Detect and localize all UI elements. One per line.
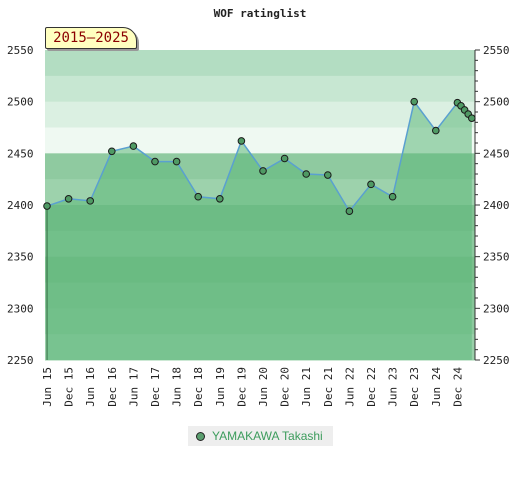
y-tick-label-left: 2400: [7, 199, 34, 212]
x-tick-label: Dec 16: [106, 367, 119, 407]
data-point: [216, 195, 224, 203]
y-tick-label-left: 2250: [7, 354, 34, 367]
x-tick-label: Dec 24: [451, 367, 464, 407]
y-tick-label-left: 2550: [7, 44, 34, 57]
data-point: [324, 171, 332, 179]
x-tick-label: Dec 21: [322, 367, 335, 407]
x-tick-label: Jun 15: [41, 367, 54, 407]
data-point: [302, 170, 311, 178]
background-band: [45, 75, 475, 103]
data-point: [280, 154, 289, 163]
x-tick-label: Dec 18: [192, 367, 205, 407]
axes: 2250 2250 2300 2300 2350 2350 2400 2400 2450 2450…: [7, 44, 510, 407]
background-band: [45, 101, 475, 128]
y-tick-label-right: 2500: [483, 96, 510, 109]
series-points: [43, 97, 476, 215]
data-point: [194, 192, 202, 201]
x-tick-label: Jun 19: [214, 367, 227, 407]
y-tick-label-right: 2250: [483, 354, 510, 367]
data-point: [468, 114, 476, 122]
y-tick-label-left: 2450: [7, 147, 34, 160]
y-tick-label-left: 2300: [7, 302, 34, 315]
y-tick-label-right: 2300: [483, 302, 510, 315]
y-tick-label-right: 2550: [483, 44, 510, 57]
x-tick-label: Jun 24: [430, 367, 443, 407]
y-tick-label-left: 2350: [7, 251, 34, 264]
chart-title: WOF ratinglist: [214, 7, 307, 20]
x-tick-label: Jun 22: [343, 367, 356, 407]
series-fill: [47, 101, 472, 361]
data-point: [172, 157, 181, 166]
data-point: [237, 137, 246, 145]
legend-marker: [196, 432, 205, 441]
data-point: [64, 195, 73, 203]
x-tick-label: Jun 17: [127, 367, 140, 407]
x-tick-label: Jun 16: [84, 367, 97, 407]
legend: YAMAKAWA Takashi: [188, 426, 333, 446]
period-badge: 2015–2025: [45, 27, 137, 49]
background-band: [45, 50, 475, 77]
x-tick-label: Jun 23: [387, 367, 400, 407]
legend-label: YAMAKAWA Takashi: [212, 429, 323, 443]
data-point: [108, 147, 116, 156]
data-point: [367, 180, 375, 189]
x-tick-label: Dec 20: [279, 367, 292, 407]
y-tick-label-right: 2450: [483, 147, 510, 160]
y-tick-label-right: 2350: [483, 251, 510, 264]
y-tick-label-left: 2500: [7, 96, 34, 109]
x-tick-label: Dec 15: [63, 367, 76, 407]
data-point: [410, 97, 419, 106]
y-tick-label-right: 2400: [483, 199, 510, 212]
data-point: [259, 167, 267, 175]
data-point: [43, 202, 51, 210]
x-tick-label: Jun 20: [257, 367, 270, 407]
x-tick-label: Dec 22: [365, 367, 378, 407]
x-tick-label: Dec 17: [149, 367, 162, 407]
x-tick-label: Jun 18: [171, 367, 184, 407]
period-label: 2015–2025: [53, 30, 129, 46]
x-tick-label: Dec 23: [408, 367, 421, 407]
data-point: [151, 157, 159, 166]
data-point: [345, 207, 354, 215]
data-point: [129, 142, 138, 150]
data-point: [388, 192, 397, 201]
data-point: [86, 197, 94, 205]
data-point: [432, 126, 440, 135]
x-tick-label: Dec 19: [235, 367, 248, 407]
x-tick-label: Jun 21: [300, 367, 313, 407]
